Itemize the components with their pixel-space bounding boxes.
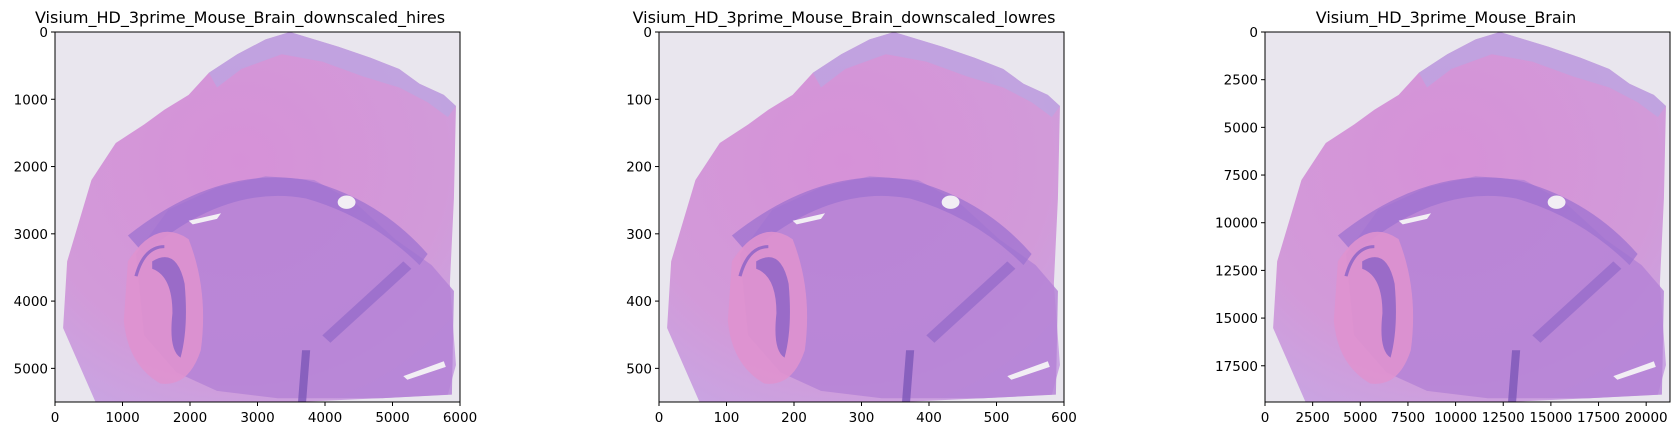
subplot-2-x-tick-label: 100	[714, 410, 740, 426]
subplot-1-x-tick-label: 3000	[240, 410, 274, 426]
subplot-3-y-tick-label: 0	[1249, 25, 1258, 41]
subplot-2-y-tick-label: 100	[626, 92, 652, 108]
subplot-1-title: Visium_HD_3prime_Mouse_Brain_downscaled_…	[35, 8, 445, 28]
subplot-3-x-tick-label: 15000	[1529, 410, 1572, 426]
subplot-1-x-tick-label: 2000	[173, 410, 207, 426]
subplot-1-x-tick-label: 6000	[443, 410, 477, 426]
subplot-2: Visium_HD_3prime_Mouse_Brain_downscaled_…	[626, 8, 1077, 426]
subplot-2-title: Visium_HD_3prime_Mouse_Brain_downscaled_…	[633, 8, 1056, 28]
subplot-3-x-tick-label: 17500	[1577, 410, 1620, 426]
subplot-3-y-tick-label: 15000	[1215, 311, 1258, 327]
subplot-1-y-tick-label: 4000	[14, 294, 48, 310]
subplot-2-x-tick-label: 200	[781, 410, 807, 426]
subplot-2-x-tick-label: 600	[1051, 410, 1077, 426]
subplot-3-y-tick-label: 2500	[1224, 73, 1258, 89]
subplot-1-y-axis: 0 1000 2000 3000 4000 5000	[14, 25, 55, 377]
subplot-3-y-tick-label: 7500	[1224, 168, 1258, 184]
subplot-2-x-tick-label: 400	[916, 410, 942, 426]
subplot-2-y-tick-label: 400	[626, 294, 652, 310]
subplot-2-x-axis: 0 100 200 300 400 500 600	[655, 402, 1077, 426]
subplot-2-x-tick-label: 300	[849, 410, 875, 426]
subplot-3-title: Visium_HD_3prime_Mouse_Brain	[1316, 8, 1577, 28]
subplot-1-x-tick-label: 5000	[375, 410, 409, 426]
subplot-3-x-tick-label: 5000	[1343, 410, 1377, 426]
subplot-3-x-tick-label: 12500	[1482, 410, 1525, 426]
subplot-3-y-tick-label: 5000	[1224, 120, 1258, 136]
subplot-3-x-tick-label: 0	[1261, 410, 1270, 426]
subplot-1-x-axis: 0 1000 2000 3000 4000 5000 6000	[51, 402, 477, 426]
subplot-2-x-tick-label: 0	[655, 410, 664, 426]
subplot-1-y-tick-label: 5000	[14, 361, 48, 377]
subplot-2-y-tick-label: 0	[643, 25, 652, 41]
subplot-3-axes-frame	[1264, 31, 1671, 403]
subplot-2-y-tick-label: 200	[626, 160, 652, 176]
subplot-3-y-tick-label: 17500	[1215, 359, 1258, 375]
subplot-3: Visium_HD_3prime_Mouse_Brain 0 2500 5000 75…	[1215, 8, 1670, 426]
subplot-1-y-tick-label: 0	[39, 25, 48, 41]
subplot-3-x-axis: 0 2500 5000 7500 10000 12500 15000 17500 20000	[1261, 402, 1668, 426]
subplot-1: Visium_HD_3prime_Mouse_Brain_downscaled_…	[14, 8, 478, 426]
subplot-1-y-tick-label: 1000	[14, 92, 48, 108]
subplot-1-y-tick-label: 2000	[14, 160, 48, 176]
subplot-2-y-tick-label: 300	[626, 227, 652, 243]
subplot-3-x-tick-label: 10000	[1434, 410, 1477, 426]
subplot-3-y-tick-label: 10000	[1215, 216, 1258, 232]
subplot-3-x-tick-label: 2500	[1295, 410, 1329, 426]
subplot-2-x-tick-label: 500	[984, 410, 1010, 426]
subplot-3-y-axis: 0 2500 5000 7500 10000 12500 15000 17500	[1215, 25, 1265, 375]
subplot-1-x-tick-label: 0	[51, 410, 60, 426]
subplot-2-y-tick-label: 500	[626, 361, 652, 377]
subplot-3-x-tick-label: 20000	[1625, 410, 1668, 426]
subplot-3-y-tick-label: 12500	[1215, 263, 1258, 279]
subplot-2-y-axis: 0 100 200 300 400 500	[626, 25, 659, 377]
subplot-1-x-tick-label: 4000	[308, 410, 342, 426]
subplot-3-x-tick-label: 7500	[1391, 410, 1425, 426]
subplot-1-y-tick-label: 3000	[14, 227, 48, 243]
subplot-1-x-tick-label: 1000	[105, 410, 139, 426]
